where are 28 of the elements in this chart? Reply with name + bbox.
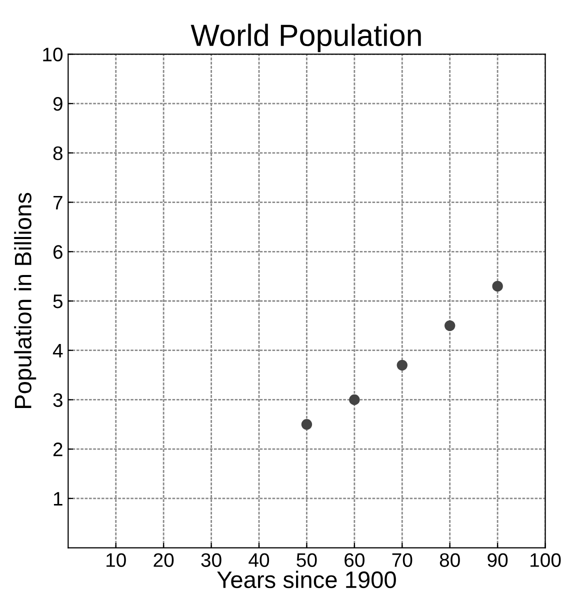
point xyxy=(301,419,312,430)
x-tick-label: 60 xyxy=(344,553,364,567)
x-tick-label: 20 xyxy=(154,553,174,567)
point xyxy=(396,360,408,371)
point xyxy=(492,280,503,292)
y-tick-label: 2 xyxy=(53,442,62,456)
y-tick-label: 6 xyxy=(53,245,62,259)
point xyxy=(444,320,456,332)
x-tick-label: 80 xyxy=(440,553,460,567)
y-tick-label: 7 xyxy=(53,196,62,210)
y-tick-label: 8 xyxy=(53,146,62,160)
y-tick-label: 5 xyxy=(53,294,62,308)
y-tick-label: 10 xyxy=(43,48,63,62)
x-tick-label: 30 xyxy=(201,553,222,567)
y-tick-label: 3 xyxy=(53,393,62,407)
x-tick-label: 100 xyxy=(530,553,561,567)
x-tick-label: 90 xyxy=(488,553,508,567)
y-axis-title: Population in Billions xyxy=(14,192,36,408)
x-tick-label: 50 xyxy=(296,553,317,567)
x-axis-title: Years since 1900 xyxy=(217,570,396,588)
chart-title: World Population xyxy=(190,24,421,52)
y-tick-label: 1 xyxy=(54,492,62,506)
x-tick-label: 40 xyxy=(248,553,270,567)
y-tick-label: 9 xyxy=(53,97,62,111)
point xyxy=(349,394,360,406)
x-tick-label: 70 xyxy=(392,553,412,567)
y-tick-label: 4 xyxy=(52,344,63,358)
x-tick-label: 10 xyxy=(106,553,126,567)
